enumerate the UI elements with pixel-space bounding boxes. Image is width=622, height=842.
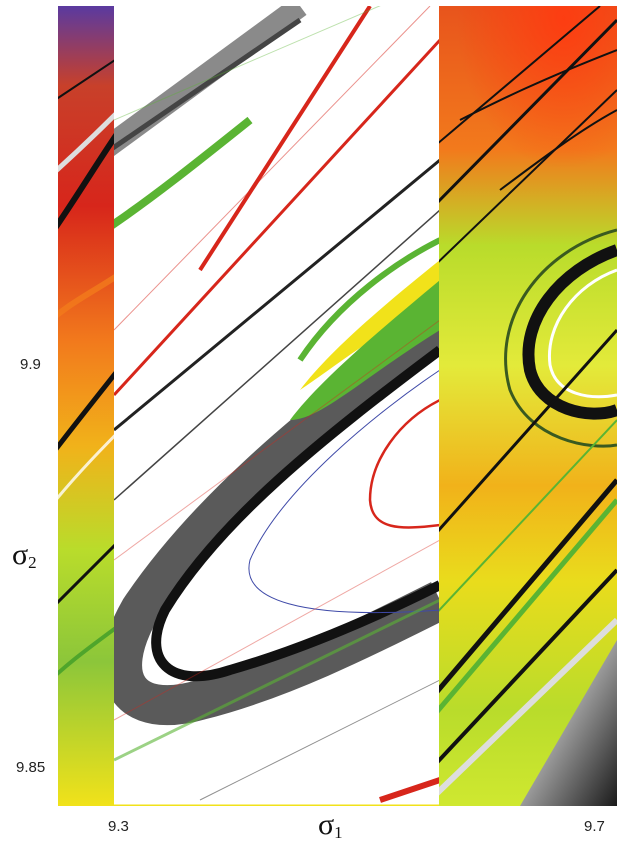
y-axis-subscript: 2 [28, 553, 37, 572]
left-colored-strip [58, 6, 114, 806]
y-axis-label: σ2 [12, 538, 37, 572]
x-axis-symbol: σ [318, 808, 335, 841]
x-axis-label: σ1 [318, 808, 343, 842]
x-axis-subscript: 1 [334, 823, 343, 842]
y-tick-label: 9.85 [16, 759, 46, 776]
x-tick-label: 9.7 [584, 818, 605, 835]
right-colored-strip [439, 6, 617, 806]
y-tick-label: 9.9 [20, 356, 41, 373]
x-tick-label: 9.3 [108, 818, 129, 835]
middle-band [114, 6, 439, 806]
y-axis-symbol: σ [12, 538, 29, 571]
